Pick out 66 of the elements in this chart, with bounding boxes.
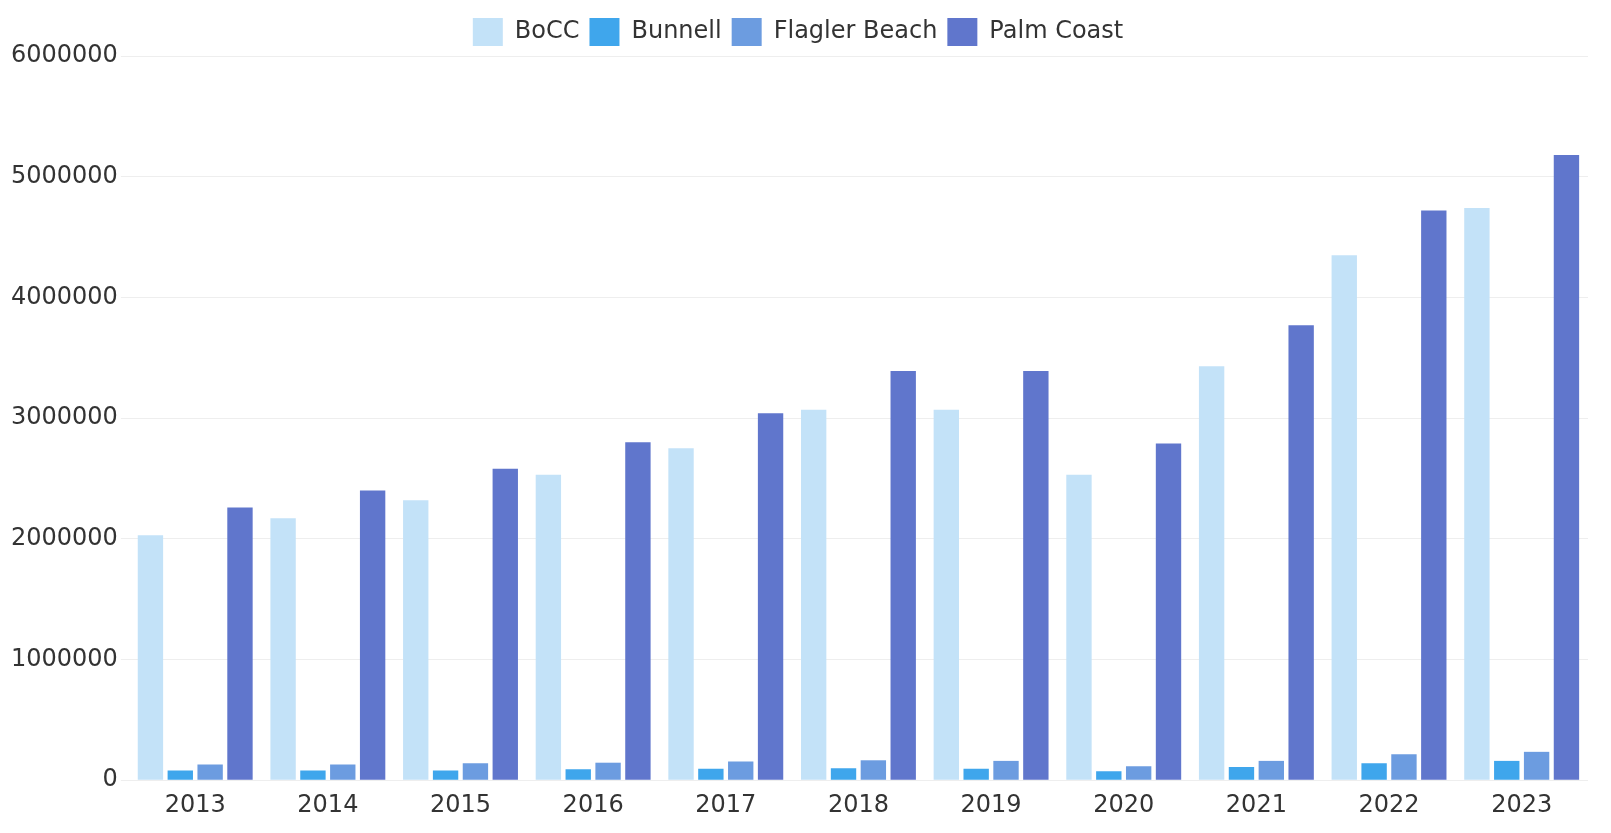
bar bbox=[1096, 771, 1122, 780]
bar bbox=[565, 769, 591, 780]
bar bbox=[1391, 754, 1417, 780]
x-tick-label: 2014 bbox=[297, 789, 359, 818]
bar bbox=[1155, 443, 1182, 780]
bar bbox=[1258, 760, 1284, 780]
bar bbox=[963, 768, 989, 780]
y-tick-label: 0 bbox=[102, 764, 118, 793]
x-tick-label: 2013 bbox=[164, 789, 226, 818]
bar bbox=[359, 490, 386, 780]
y-tick-label: 3000000 bbox=[11, 402, 118, 431]
x-tick-label: 2016 bbox=[562, 789, 624, 818]
bar bbox=[1523, 751, 1550, 780]
bar bbox=[1361, 763, 1387, 780]
y-tick-label: 1000000 bbox=[11, 643, 118, 672]
bar bbox=[535, 474, 562, 780]
bar bbox=[668, 448, 694, 780]
bar bbox=[492, 468, 518, 780]
y-tick-label: 6000000 bbox=[11, 40, 118, 69]
bar bbox=[167, 770, 193, 780]
x-tick-label: 2019 bbox=[960, 789, 1022, 818]
x-tick-label: 2023 bbox=[1491, 789, 1553, 818]
x-tick-label: 2021 bbox=[1225, 789, 1287, 818]
bar bbox=[1288, 325, 1314, 780]
bar bbox=[330, 764, 356, 780]
bar bbox=[1553, 154, 1580, 780]
x-tick-label: 2015 bbox=[429, 789, 492, 818]
bar bbox=[1023, 371, 1049, 780]
legend-label: BoCC bbox=[514, 16, 580, 45]
bar bbox=[1331, 255, 1357, 780]
bar bbox=[595, 762, 621, 780]
bar bbox=[1494, 760, 1520, 780]
bar bbox=[1125, 766, 1152, 780]
bar bbox=[1228, 766, 1255, 780]
bar bbox=[757, 413, 784, 780]
x-tick-label: 2022 bbox=[1358, 789, 1420, 818]
x-tick-label: 2017 bbox=[695, 789, 757, 818]
bar bbox=[728, 761, 754, 780]
bar bbox=[462, 763, 489, 780]
bar bbox=[830, 768, 857, 780]
bar bbox=[432, 770, 459, 780]
bar bbox=[227, 507, 253, 780]
bar bbox=[625, 442, 651, 780]
bar bbox=[300, 770, 326, 780]
bar bbox=[1421, 210, 1447, 780]
bar bbox=[270, 518, 296, 780]
x-tick-label: 2020 bbox=[1093, 789, 1155, 818]
y-tick-label: 5000000 bbox=[11, 160, 118, 189]
bar bbox=[698, 768, 724, 780]
bar bbox=[403, 500, 429, 780]
bar bbox=[933, 409, 960, 780]
x-tick-label: 2018 bbox=[827, 789, 889, 818]
bar bbox=[1198, 366, 1225, 780]
legend-label: Bunnell bbox=[631, 16, 722, 45]
legend-label: Flagler Beach bbox=[773, 16, 938, 45]
bar bbox=[860, 760, 887, 780]
y-tick-label: 4000000 bbox=[11, 281, 118, 310]
bar bbox=[1066, 474, 1092, 780]
legend-label: Palm Coast bbox=[989, 16, 1124, 45]
bar bbox=[890, 371, 916, 780]
bar bbox=[1464, 208, 1490, 780]
bar bbox=[800, 409, 827, 780]
bar bbox=[993, 760, 1019, 780]
bar bbox=[137, 535, 164, 780]
bar bbox=[197, 764, 223, 780]
y-tick-label: 2000000 bbox=[11, 523, 118, 552]
